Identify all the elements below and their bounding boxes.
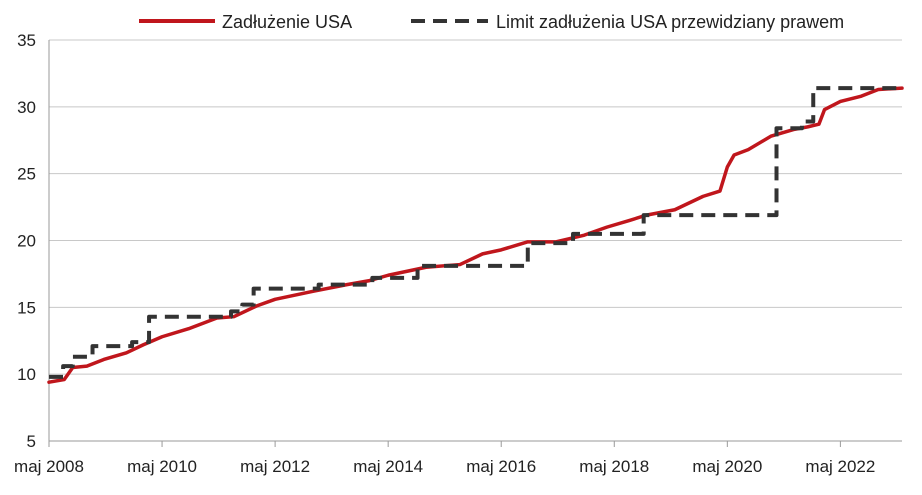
x-tick-label: maj 2014: [353, 457, 423, 476]
x-tick-label: maj 2012: [240, 457, 310, 476]
axes: 5 10 15 20 25 30 35 maj 2008 maj 2010 maj 2012 maj…: [14, 31, 902, 476]
y-tick-label: 5: [27, 432, 36, 451]
y-tick-label: 10: [17, 365, 36, 384]
y-tick-label: 20: [17, 232, 36, 251]
x-tick-label: maj 2008: [14, 457, 84, 476]
y-tick-label: 15: [17, 298, 36, 317]
x-tick-label: maj 2022: [805, 457, 875, 476]
legend-label-debt: Zadłużenie USA: [222, 12, 352, 32]
legend-label-limit: Limit zadłużenia USA przewidziany prawem: [496, 12, 844, 32]
series-layer: [47, 86, 904, 384]
legend: Zadłużenie USA Limit zadłużenia USA prze…: [139, 12, 844, 32]
x-tick-label: maj 2016: [466, 457, 536, 476]
x-tick-label: maj 2010: [127, 457, 197, 476]
series-line-debt: [47, 86, 904, 384]
series-line-limit: [49, 86, 902, 379]
y-tick-label: 35: [17, 31, 36, 50]
gridlines: [49, 39, 902, 442]
y-tick-label: 30: [17, 98, 36, 117]
y-tick-label: 25: [17, 165, 36, 184]
x-tick-label: maj 2020: [692, 457, 762, 476]
x-tick-label: maj 2018: [579, 457, 649, 476]
